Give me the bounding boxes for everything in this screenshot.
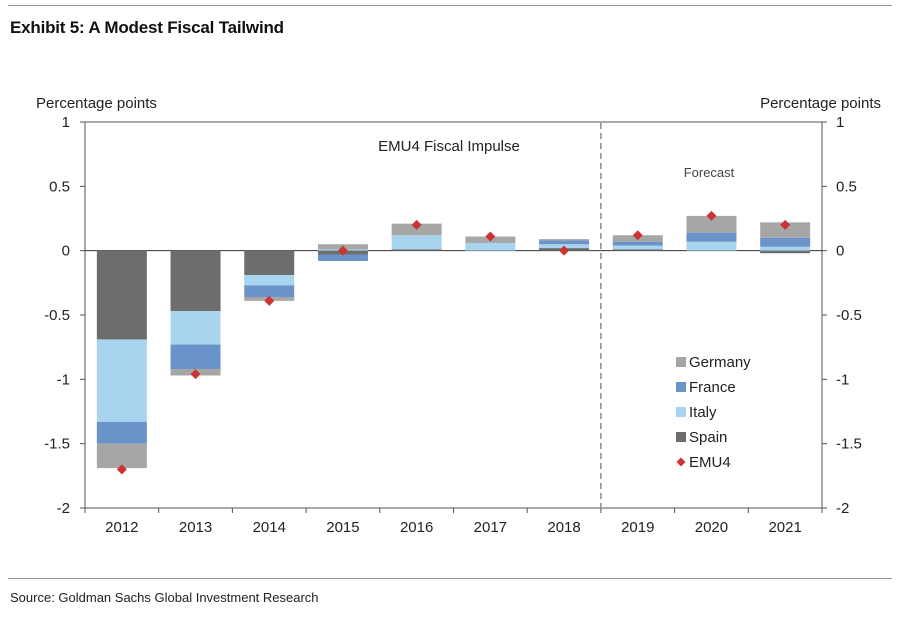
bar-spain-2016 [391, 249, 442, 251]
bar-spain-2013 [170, 250, 221, 312]
bar-france-2014 [244, 285, 295, 297]
right-tick-label: 0.5 [836, 178, 857, 195]
exhibit-title: Exhibit 5: A Modest Fiscal Tailwind [10, 18, 284, 37]
emu4-marker-2020 [706, 210, 717, 221]
emu4-marker-2016 [411, 219, 422, 230]
bar-italy-2012 [96, 339, 147, 422]
legend-swatch-france [676, 382, 686, 392]
bar-italy-2020 [686, 241, 737, 251]
left-tick-label: -0.5 [44, 307, 70, 324]
legend-swatch-spain [676, 432, 686, 442]
emu4-marker-2015 [337, 245, 348, 256]
bar-germany-2012 [96, 443, 147, 469]
bar-france-2018 [539, 240, 590, 245]
x-tick-label-2013: 2013 [179, 519, 212, 536]
right-tick-label: -2 [836, 500, 849, 517]
bar-italy-2016 [391, 235, 442, 250]
emu4-marker-2021 [780, 219, 791, 230]
left-tick-label: 0 [62, 243, 70, 260]
legend-label-emu4: EMU4 [689, 454, 731, 471]
emu4-marker-2018 [559, 245, 570, 256]
x-tick-label-2016: 2016 [400, 519, 433, 536]
x-tick-label-2019: 2019 [621, 519, 654, 536]
emu4-marker-2017 [485, 231, 496, 242]
bar-france-2019 [612, 241, 663, 246]
left-tick-label: 1 [62, 114, 70, 131]
left-tick-label: 0.5 [49, 178, 70, 195]
bar-italy-2013 [170, 311, 221, 345]
right-y-axis: 1 0.5 0 -0.5 -1 -1.5 -2 [822, 114, 862, 517]
x-tick-label-2018: 2018 [547, 519, 580, 536]
bar-france-2013 [170, 344, 221, 370]
right-tick-label: 0 [836, 243, 844, 260]
legend-label-france: France [689, 379, 736, 396]
bar-spain-2012 [96, 250, 147, 340]
left-axis-label: Percentage points [36, 95, 157, 112]
emu4-markers-layer [116, 210, 791, 475]
bar-germany-2021 [760, 222, 811, 238]
bar-italy-2014 [244, 275, 295, 286]
legend-label-germany: Germany [689, 354, 751, 371]
right-axis-label: Percentage points [760, 95, 881, 112]
bar-france-2015 [317, 254, 368, 261]
bottom-rule [8, 578, 892, 579]
source-note: Source: Goldman Sachs Global Investment … [10, 590, 319, 605]
x-tick-label-2012: 2012 [105, 519, 138, 536]
bar-germany-2018 [539, 239, 590, 241]
x-tick-label-2015: 2015 [326, 519, 359, 536]
legend-swatch-emu4 [676, 457, 686, 467]
x-tick-label-2014: 2014 [253, 519, 286, 536]
left-y-axis: 1 0.5 0 -0.5 -1 -1.5 -2 [44, 114, 85, 517]
x-axis: 2012 2013 2014 2015 2016 2017 2018 2019 2020 2021 [84, 508, 823, 536]
legend-swatch-italy [676, 407, 686, 417]
right-tick-label: -1.5 [836, 436, 862, 453]
bar-france-2012 [96, 421, 147, 444]
legend: Germany France Italy Spain EMU4 [676, 354, 751, 471]
right-tick-label: 1 [836, 114, 844, 131]
bar-france-2020 [686, 232, 737, 242]
forecast-annotation: Forecast [684, 165, 735, 180]
fiscal-impulse-chart: 1 0.5 0 -0.5 -1 -1.5 -2 1 0.5 0 -0.5 -1 -1.5 -2 2012… [36, 95, 881, 536]
legend-label-italy: Italy [689, 404, 717, 421]
bar-spain-2019 [612, 249, 663, 251]
bar-italy-2017 [465, 242, 516, 251]
legend-label-spain: Spain [689, 429, 727, 446]
left-tick-label: -1.5 [44, 436, 70, 453]
emu4-marker-2013 [190, 369, 201, 380]
bar-italy-2021 [760, 246, 811, 251]
bar-france-2021 [760, 237, 811, 247]
bar-italy-2019 [612, 245, 663, 250]
bar-spain-2014 [244, 250, 295, 276]
x-tick-label-2021: 2021 [768, 519, 801, 536]
bar-spain-2021 [760, 250, 811, 254]
right-tick-label: -1 [836, 371, 849, 388]
left-tick-label: -1 [57, 371, 70, 388]
right-tick-label: -0.5 [836, 307, 862, 324]
bar-germany-2020 [686, 215, 737, 233]
emu4-marker-2014 [264, 295, 275, 306]
legend-swatch-germany [676, 357, 686, 367]
x-tick-label-2020: 2020 [695, 519, 728, 536]
emu4-marker-2012 [116, 464, 127, 475]
bars-layer [96, 215, 811, 469]
top-rule [8, 5, 892, 6]
left-tick-label: -2 [57, 500, 70, 517]
x-tick-label-2017: 2017 [474, 519, 507, 536]
emu4-marker-2019 [632, 230, 643, 241]
chart-annotation-title: EMU4 Fiscal Impulse [378, 138, 520, 155]
